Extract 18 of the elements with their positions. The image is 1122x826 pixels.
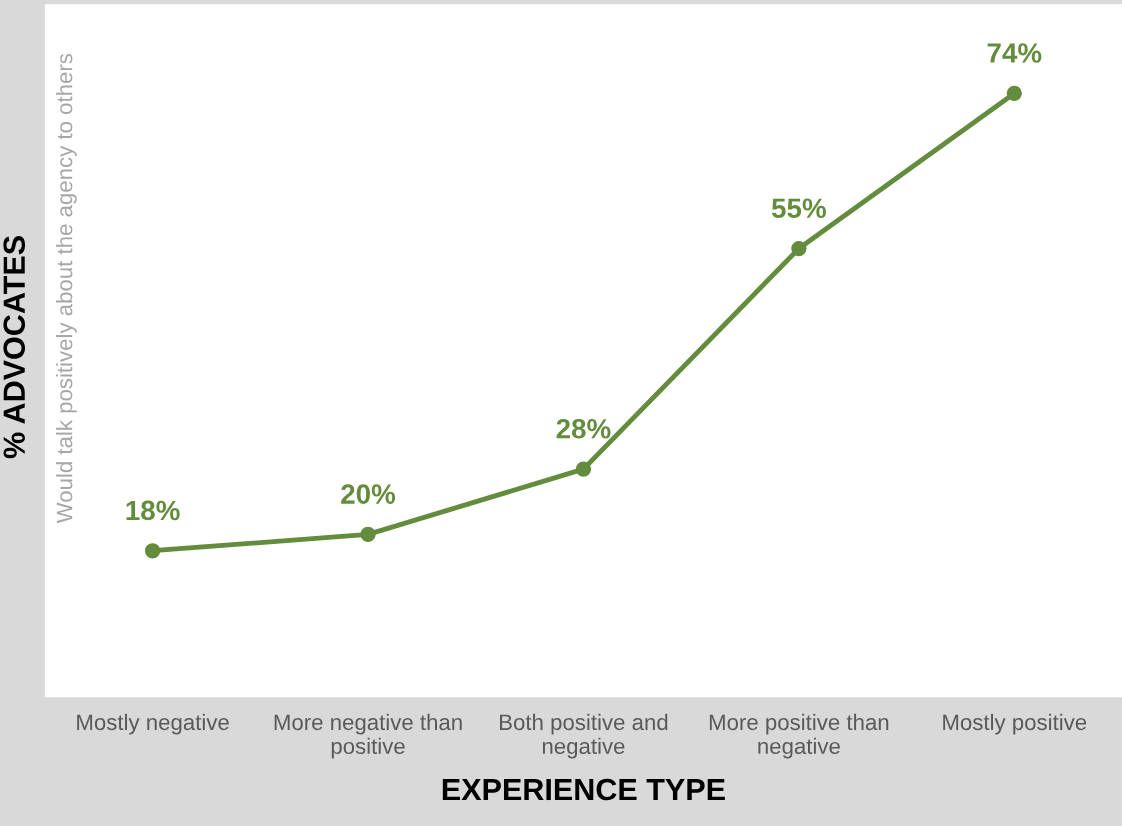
point xyxy=(144,543,161,559)
data-label: 74% xyxy=(987,43,1042,63)
point xyxy=(791,240,807,257)
annotation: Would talk positively about the agency to others xyxy=(56,53,77,524)
data-label: 18% xyxy=(126,500,180,521)
data-label: 28% xyxy=(556,418,611,439)
point xyxy=(1006,85,1022,101)
x-tick-label: More positive than negative xyxy=(709,713,889,759)
point xyxy=(575,461,592,477)
data-label: 55% xyxy=(771,198,826,219)
x-tick-label: More negative than positive xyxy=(274,713,462,759)
y-axis-title: % ADVOCATES xyxy=(3,236,26,459)
point xyxy=(360,526,376,543)
x-axis-title: EXPERIENCE TYPE xyxy=(442,778,725,801)
x-tick-label: Mostly positive xyxy=(943,713,1087,735)
data-label: 20% xyxy=(341,484,396,504)
x-tick-label: Mostly negative xyxy=(77,713,229,735)
x-tick-label: Both positive and negative xyxy=(500,713,668,759)
